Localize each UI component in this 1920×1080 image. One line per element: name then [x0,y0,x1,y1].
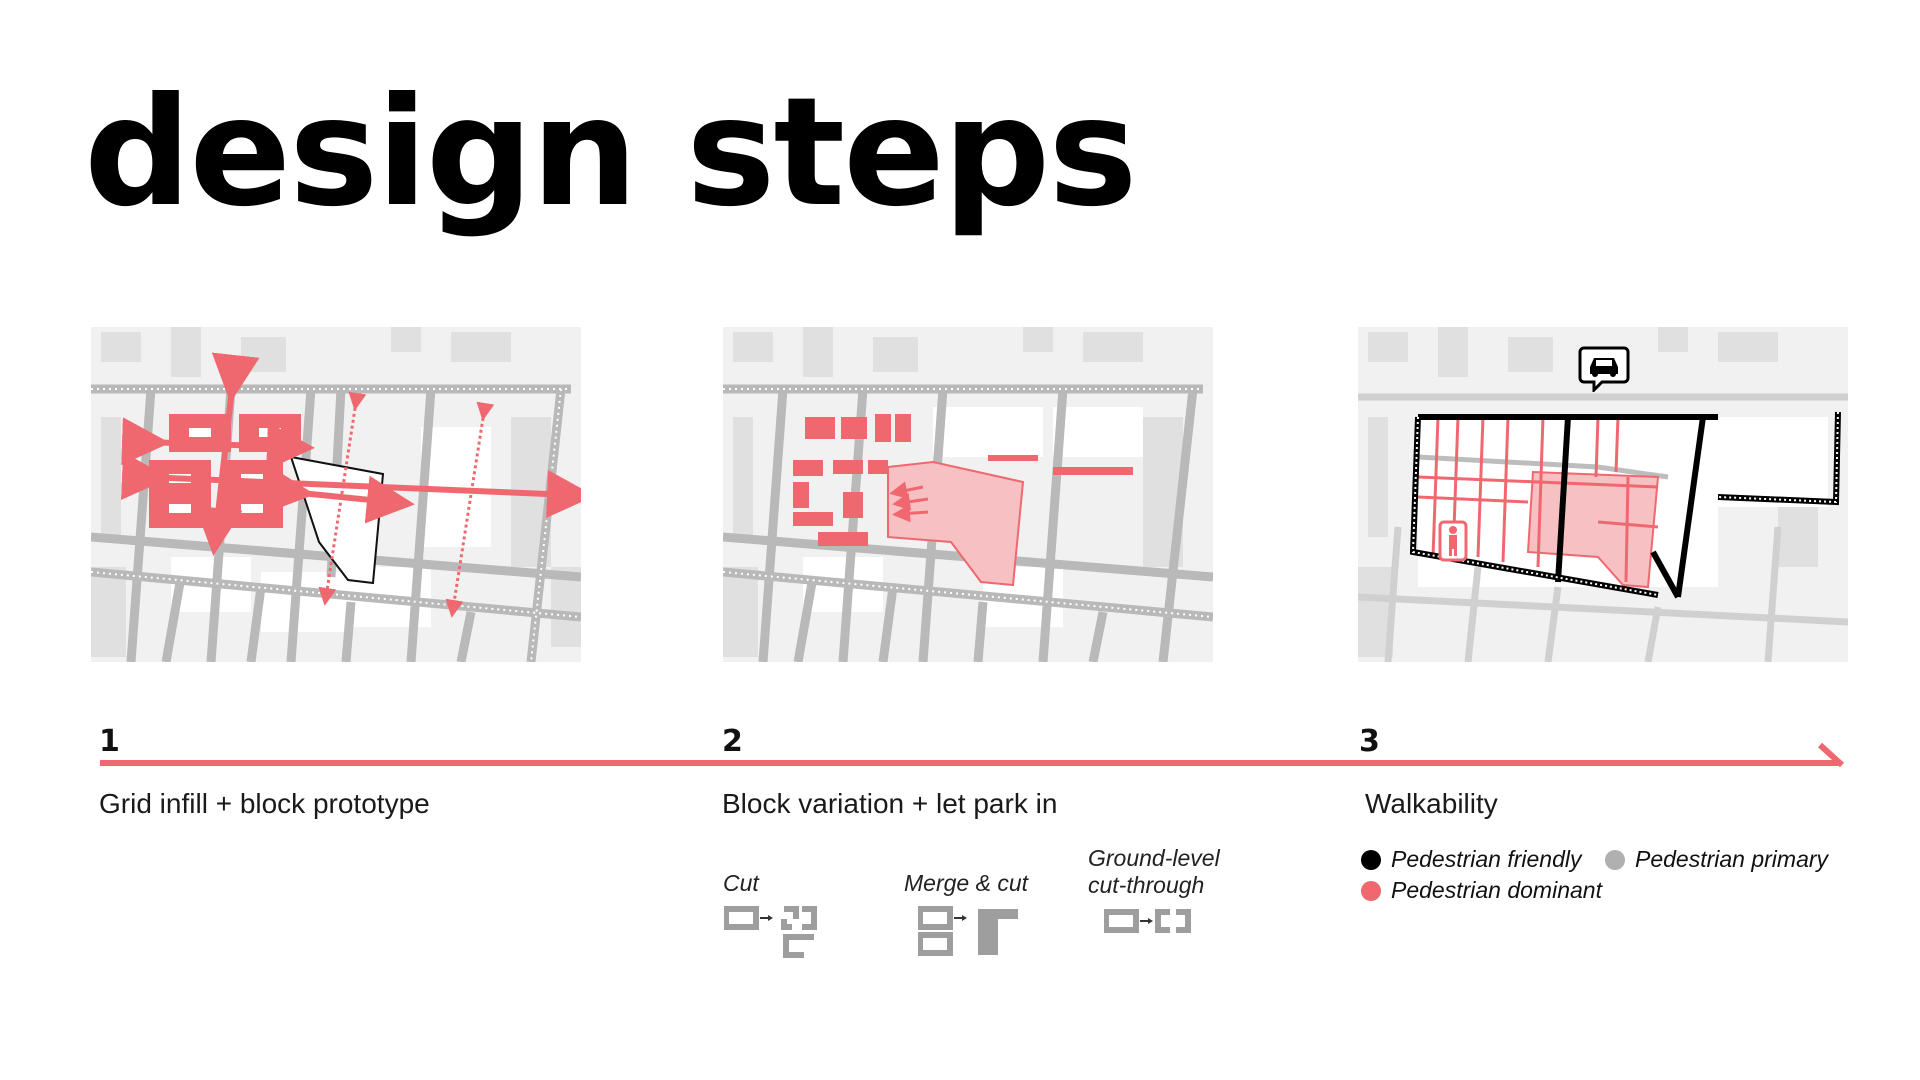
legend-dot-gray [1605,849,1625,870]
site-map-step-2 [723,327,1213,662]
page-title: design steps [84,66,1138,240]
operation-label-merge-cut: Merge & cut [904,870,1028,896]
car-icon [1578,346,1630,394]
operation-label-ground-level-cut-through: Ground-level cut-through [1088,845,1220,898]
step-number-3: 3 [1359,724,1380,759]
step-label-2: Block variation + let park in [722,788,1058,819]
step-label-3: Walkability [1365,788,1498,819]
site-map-step-1 [91,327,581,662]
legend-pedestrian-friendly: Pedestrian friendly [1361,846,1582,873]
legend-dot-red [1361,880,1381,901]
legend-pedestrian-dominant: Pedestrian dominant [1361,877,1602,904]
merge-cut-operation-icon [917,905,1028,970]
operation-label-cut: Cut [723,870,759,896]
step-number-1: 1 [99,724,120,759]
legend-dot-black [1361,849,1381,870]
legend-pedestrian-primary: Pedestrian primary [1605,846,1828,873]
cut-operation-icon [723,905,824,980]
step-label-1: Grid infill + block prototype [99,788,430,819]
ground-level-cut-through-operation-icon [1103,908,1204,953]
step-number-2: 2 [722,724,743,759]
